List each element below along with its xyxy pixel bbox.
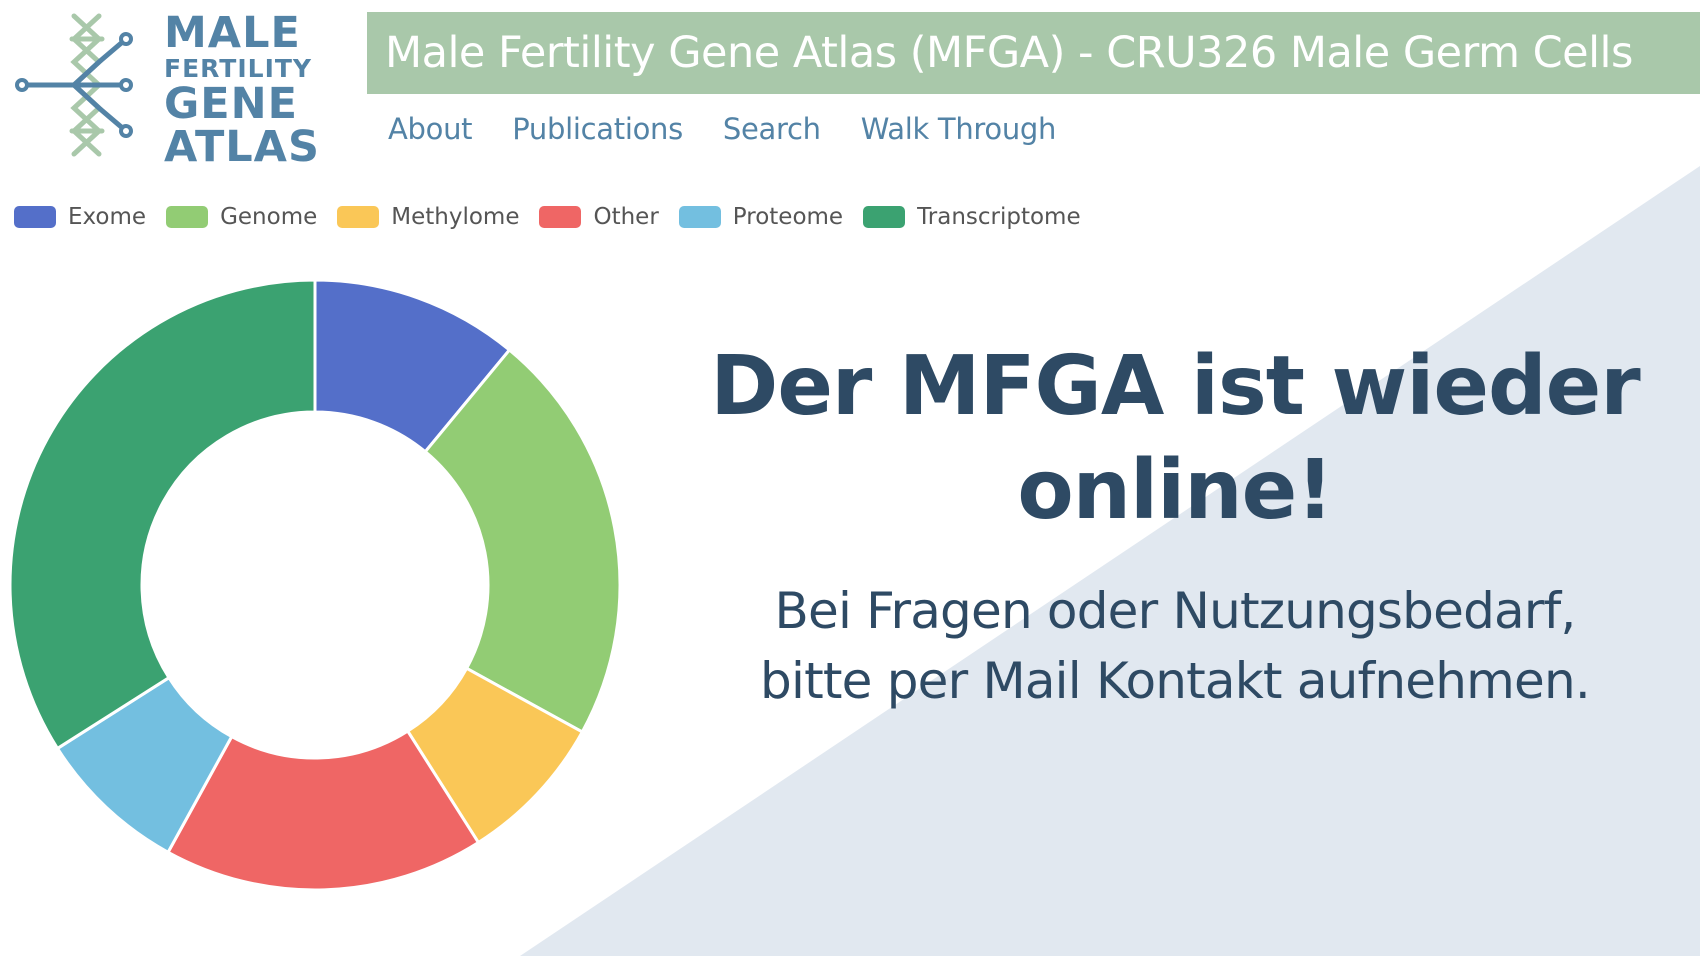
legend-swatch-exome xyxy=(14,206,56,228)
mfga-logo[interactable]: MALE FERTILITY GENE ATLAS xyxy=(14,12,319,169)
legend-swatch-transcriptome xyxy=(863,206,906,228)
nav-link-publications[interactable]: Publications xyxy=(512,112,683,146)
headline-line-2: online! xyxy=(1017,443,1333,538)
legend-label-other: Other xyxy=(593,204,659,230)
legend-label-methylome: Methylome xyxy=(391,204,520,230)
nav-link-search[interactable]: Search xyxy=(722,112,821,146)
contact-message: Bei Fragen oder Nutzungsbedarf, bitte pe… xyxy=(690,576,1660,716)
legend-item-proteome[interactable]: Proteome xyxy=(678,204,844,230)
logo-word-atlas: ATLAS xyxy=(164,122,320,172)
chart-legend: Exome Genome Methylome Other Proteome Transcr… xyxy=(14,204,1101,230)
legend-swatch-genome xyxy=(166,206,209,228)
title-bar: Male Fertility Gene Atlas (MFGA) - CRU32… xyxy=(367,12,1700,94)
legend-item-other[interactable]: Other xyxy=(539,204,659,230)
logo-wordmark: MALE FERTILITY GENE ATLAS xyxy=(164,12,320,169)
doughnut-slice-other[interactable] xyxy=(166,729,480,892)
main-nav: About Publications Search Walk Through xyxy=(388,112,1056,146)
doughnut-slice-genome[interactable] xyxy=(423,348,622,734)
legend-item-methylome[interactable]: Methylome xyxy=(337,204,519,230)
nav-link-about[interactable]: About xyxy=(388,112,473,146)
legend-label-transcriptome: Transcriptome xyxy=(917,204,1081,230)
logo-word-fertility: FERTILITY xyxy=(164,54,313,83)
legend-label-exome: Exome xyxy=(68,204,147,230)
legend-swatch-methylome xyxy=(337,206,380,228)
doughnut-slice-transcriptome[interactable] xyxy=(8,278,317,750)
legend-label-genome: Genome xyxy=(220,204,318,230)
contact-message-line-2: bitte per Mail Kontakt aufnehmen. xyxy=(760,652,1591,710)
logo-word-gene: GENE xyxy=(164,79,299,129)
legend-swatch-other xyxy=(539,206,582,228)
dna-logo-icon xyxy=(15,13,133,157)
legend-label-proteome: Proteome xyxy=(732,204,844,230)
page-title: Male Fertility Gene Atlas (MFGA) - CRU32… xyxy=(385,28,1633,78)
headline: Der MFGA ist wieder online! xyxy=(690,335,1660,543)
legend-item-exome[interactable]: Exome xyxy=(14,204,146,230)
doughnut-chart xyxy=(8,278,622,892)
nav-link-walk-through[interactable]: Walk Through xyxy=(860,112,1057,146)
legend-item-transcriptome[interactable]: Transcriptome xyxy=(863,204,1081,230)
logo-word-male: MALE xyxy=(164,8,301,58)
legend-item-genome[interactable]: Genome xyxy=(166,204,317,230)
contact-message-line-1: Bei Fragen oder Nutzungsbedarf, xyxy=(774,582,1576,640)
headline-line-1: Der MFGA ist wieder xyxy=(710,339,1641,434)
legend-swatch-proteome xyxy=(678,206,721,228)
